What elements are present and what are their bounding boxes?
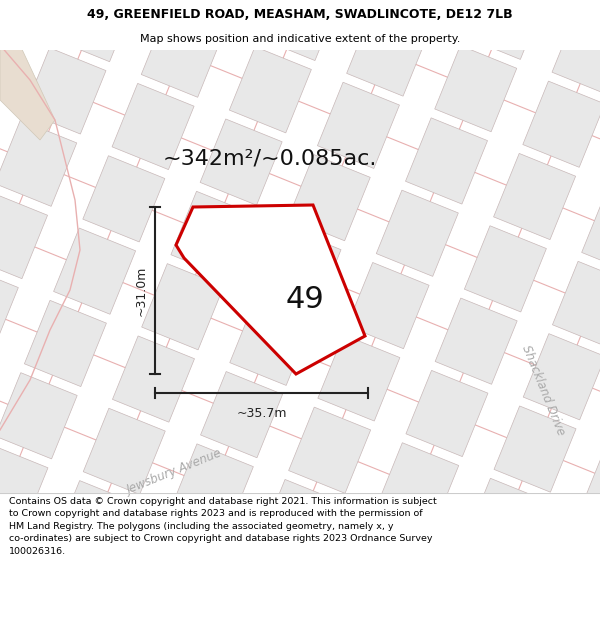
- Polygon shape: [200, 371, 283, 458]
- Polygon shape: [53, 0, 135, 62]
- Polygon shape: [230, 552, 312, 625]
- Polygon shape: [229, 47, 311, 133]
- Polygon shape: [553, 261, 600, 348]
- Polygon shape: [436, 551, 518, 625]
- Polygon shape: [0, 192, 47, 279]
- Polygon shape: [582, 442, 600, 528]
- Polygon shape: [259, 479, 341, 566]
- Polygon shape: [523, 81, 600, 168]
- Polygon shape: [435, 46, 517, 132]
- Polygon shape: [83, 156, 165, 242]
- Text: Jewsbury Avenue: Jewsbury Avenue: [125, 447, 224, 497]
- Polygon shape: [0, 518, 19, 604]
- Polygon shape: [230, 299, 312, 386]
- Polygon shape: [0, 445, 48, 531]
- Polygon shape: [289, 407, 371, 493]
- Polygon shape: [581, 0, 600, 22]
- Polygon shape: [347, 515, 430, 601]
- Polygon shape: [113, 589, 195, 625]
- Polygon shape: [0, 265, 19, 351]
- Polygon shape: [581, 189, 600, 275]
- Text: 49, GREENFIELD ROAD, MEASHAM, SWADLINCOTE, DE12 7LB: 49, GREENFIELD ROAD, MEASHAM, SWADLINCOT…: [87, 8, 513, 21]
- Polygon shape: [553, 514, 600, 600]
- Polygon shape: [259, 227, 341, 313]
- Text: 49: 49: [286, 286, 325, 314]
- Polygon shape: [376, 190, 458, 276]
- Polygon shape: [25, 553, 107, 625]
- Polygon shape: [83, 408, 165, 494]
- Polygon shape: [435, 298, 517, 384]
- Polygon shape: [0, 0, 47, 26]
- Polygon shape: [494, 406, 576, 492]
- Polygon shape: [0, 120, 77, 206]
- Text: Map shows position and indicative extent of the property.: Map shows position and indicative extent…: [140, 34, 460, 44]
- Polygon shape: [0, 45, 55, 140]
- Polygon shape: [406, 118, 488, 204]
- Polygon shape: [176, 205, 365, 374]
- Polygon shape: [347, 262, 429, 349]
- Polygon shape: [0, 372, 77, 459]
- Polygon shape: [552, 9, 600, 95]
- Polygon shape: [347, 10, 428, 96]
- Polygon shape: [112, 336, 194, 422]
- Polygon shape: [259, 0, 341, 61]
- Text: Shackland Drive: Shackland Drive: [519, 343, 567, 437]
- Polygon shape: [406, 623, 488, 625]
- Polygon shape: [112, 83, 194, 169]
- Polygon shape: [317, 82, 400, 169]
- Text: ~31.0m: ~31.0m: [134, 265, 148, 316]
- Polygon shape: [377, 442, 459, 529]
- Polygon shape: [288, 154, 370, 241]
- Polygon shape: [142, 516, 224, 602]
- Polygon shape: [465, 478, 547, 564]
- Text: ~342m²/~0.085ac.: ~342m²/~0.085ac.: [163, 148, 377, 168]
- Polygon shape: [200, 119, 282, 205]
- Polygon shape: [172, 444, 253, 530]
- Polygon shape: [318, 588, 400, 625]
- Polygon shape: [464, 226, 547, 312]
- Polygon shape: [318, 335, 400, 421]
- Polygon shape: [406, 371, 488, 457]
- Polygon shape: [494, 153, 575, 239]
- Polygon shape: [524, 586, 600, 625]
- Polygon shape: [25, 301, 106, 387]
- Polygon shape: [54, 481, 136, 567]
- Text: Contains OS data © Crown copyright and database right 2021. This information is : Contains OS data © Crown copyright and d…: [9, 497, 437, 556]
- Polygon shape: [141, 11, 223, 98]
- Polygon shape: [170, 0, 253, 25]
- Polygon shape: [523, 334, 600, 420]
- Polygon shape: [53, 228, 136, 314]
- Polygon shape: [201, 624, 283, 625]
- Polygon shape: [376, 0, 458, 24]
- Polygon shape: [464, 0, 546, 59]
- Polygon shape: [171, 191, 253, 278]
- Polygon shape: [24, 48, 106, 134]
- Polygon shape: [142, 264, 224, 350]
- Polygon shape: [0, 12, 18, 98]
- Text: ~35.7m: ~35.7m: [236, 407, 287, 420]
